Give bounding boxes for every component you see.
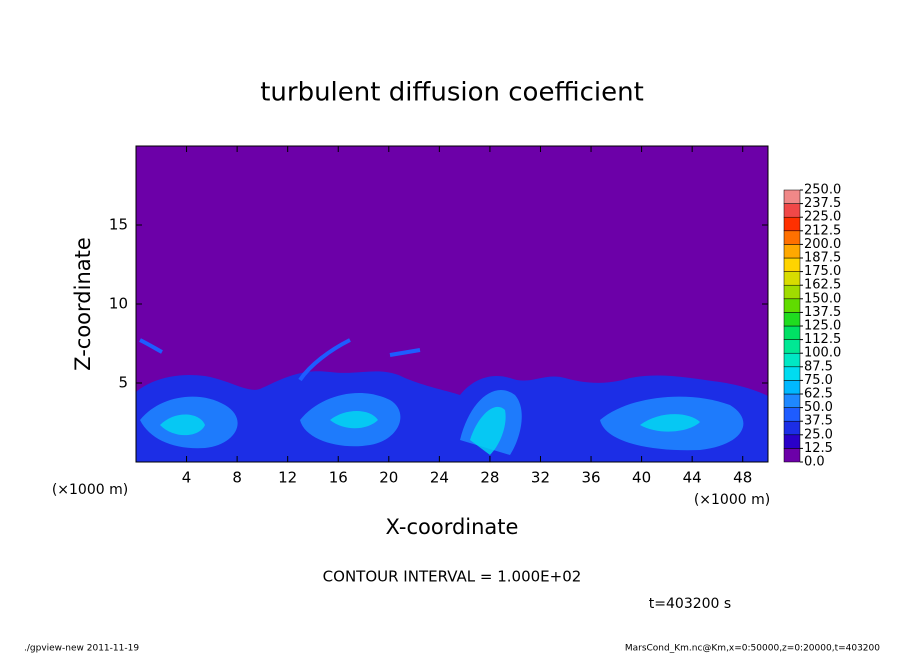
colorbar-band <box>783 325 801 340</box>
colorbar-band <box>783 230 801 245</box>
colorbar-band <box>783 352 801 368</box>
colorbar-label: 187.5 <box>804 251 841 266</box>
colorbar-band <box>783 271 801 286</box>
colorbar-band <box>783 203 801 218</box>
colorbar-band <box>783 366 801 381</box>
colorbar-label: 250.0 <box>804 183 841 198</box>
chart-title: turbulent diffusion coefficient <box>260 78 644 108</box>
colorbar-band <box>783 393 801 408</box>
colorbar-label: 0.0 <box>804 455 825 470</box>
colorbar-label: 175.0 <box>804 264 841 279</box>
x-tick-label: 28 <box>480 469 499 487</box>
footer-left: ./gpview-new 2011-11-19 <box>24 644 139 654</box>
colorbar-band <box>783 448 801 463</box>
colorbar-band <box>783 339 801 354</box>
colorbar-band <box>783 434 801 449</box>
colorbar-band <box>783 420 801 436</box>
x-tick-label: 44 <box>683 469 702 487</box>
colorbar-label: 87.5 <box>804 359 833 374</box>
colorbar-label: 237.5 <box>804 196 841 211</box>
y-tick-label: 10 <box>109 295 128 313</box>
x-axis-label: X-coordinate <box>386 515 519 539</box>
y-axis-label: Z-coordinate <box>71 237 95 371</box>
x-unit: (×1000 m) <box>694 492 770 508</box>
colorbar-band <box>783 312 801 327</box>
x-tick-label: 24 <box>430 469 449 487</box>
colorbar-band <box>783 244 801 259</box>
colorbar-label: 62.5 <box>804 387 833 402</box>
x-tick-label: 32 <box>531 469 550 487</box>
y-tick-label: 15 <box>109 216 128 234</box>
colorbar-label: 125.0 <box>804 319 841 334</box>
x-tick-label: 36 <box>581 469 600 487</box>
colorbar-band <box>783 189 801 204</box>
x-tick-label: 48 <box>733 469 752 487</box>
colorbar-label: 137.5 <box>804 305 841 320</box>
colorbar-band <box>783 257 801 272</box>
x-tick-label: 40 <box>632 469 651 487</box>
footer-right: MarsCond_Km.nc@Km,x=0:50000,z=0:20000,t=… <box>625 644 880 654</box>
x-tick-label: 4 <box>182 469 192 487</box>
colorbar-band <box>783 284 801 300</box>
colorbar-label: 162.5 <box>804 278 841 293</box>
colorbar-band <box>783 380 801 395</box>
colorbar-label: 50.0 <box>804 400 833 415</box>
colorbar-label: 25.0 <box>804 427 833 442</box>
colorbar-label: 200.0 <box>804 237 841 252</box>
field-shading <box>139 338 421 382</box>
x-unit: (×1000 m) <box>52 482 128 498</box>
colorbar-label: 212.5 <box>804 223 841 238</box>
colorbar-label: 75.0 <box>804 373 833 388</box>
field <box>136 146 768 462</box>
x-tick-label: 16 <box>329 469 348 487</box>
colorbar-band <box>783 407 801 422</box>
colorbar-label: 150.0 <box>804 291 841 306</box>
field-shading <box>136 371 768 462</box>
colorbar-band <box>783 298 801 313</box>
colorbar-label: 12.5 <box>804 441 833 456</box>
x-tick-label: 20 <box>379 469 398 487</box>
x-tick-label: 12 <box>278 469 297 487</box>
time-label: t=403200 s <box>649 596 731 612</box>
field-shading <box>140 390 744 455</box>
x-tick-label: 8 <box>232 469 242 487</box>
y-tick-label: 5 <box>118 374 128 392</box>
contour-interval: CONTOUR INTERVAL = 1.000E+02 <box>323 568 582 586</box>
colorbar-label: 112.5 <box>804 332 841 347</box>
colorbar-label: 225.0 <box>804 210 841 225</box>
colorbar-label: 37.5 <box>804 414 833 429</box>
colorbar-label: 100.0 <box>804 346 841 361</box>
colorbar-band <box>783 216 801 232</box>
